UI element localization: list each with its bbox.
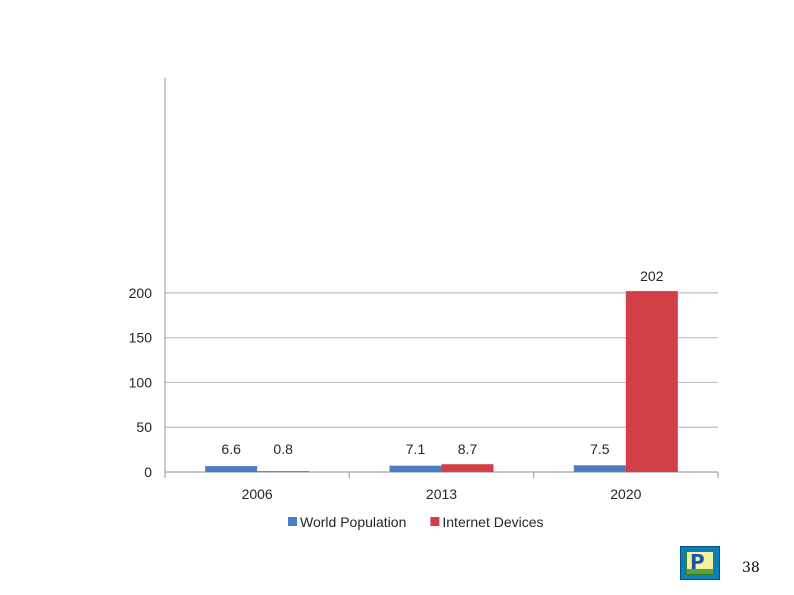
legend-swatch — [430, 517, 440, 526]
page-number: 38 — [742, 560, 760, 576]
data-label: 0.8 — [273, 441, 293, 457]
x-tick-label: 2013 — [426, 486, 457, 502]
y-tick-label: 200 — [129, 285, 153, 301]
data-label: 7.1 — [406, 441, 426, 457]
bar-world-population — [205, 466, 258, 472]
y-tick-label: 150 — [129, 330, 153, 346]
y-tick-label: 0 — [144, 464, 152, 480]
y-tick-label: 50 — [136, 419, 152, 435]
legend-label: World Population — [300, 514, 406, 530]
data-label: 6.6 — [221, 441, 241, 457]
data-label: 7.5 — [590, 441, 610, 457]
y-tick-label: 100 — [129, 374, 153, 390]
x-tick-label: 2020 — [610, 486, 641, 502]
bar-world-population — [389, 465, 442, 472]
bar-internet-devices — [625, 291, 678, 472]
data-label: 8.7 — [458, 441, 478, 457]
data-label: 202 — [640, 268, 664, 284]
x-tick-label: 2006 — [242, 486, 273, 502]
bar-internet-devices — [441, 464, 494, 472]
legend-label: Internet Devices — [442, 514, 543, 530]
presentation-logo-icon: P — [680, 546, 720, 580]
bar-world-population — [573, 465, 626, 472]
bar-internet-devices — [257, 471, 310, 472]
legend-swatch — [288, 517, 297, 526]
